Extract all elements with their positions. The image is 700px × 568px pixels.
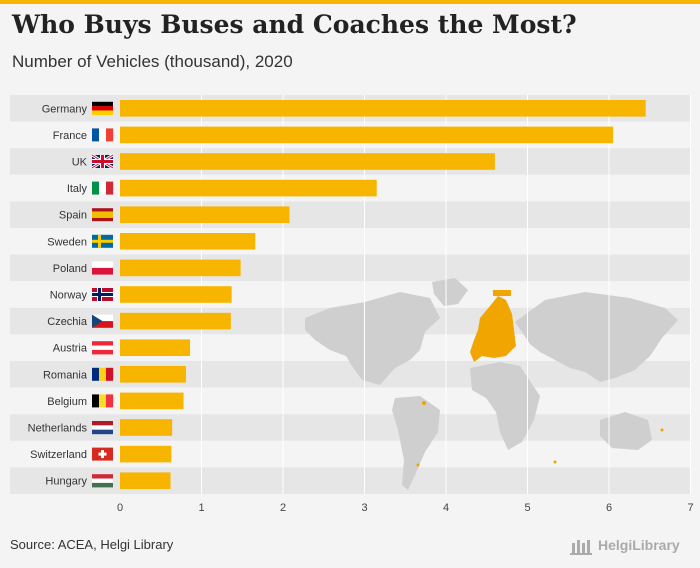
flag-austria-icon (92, 341, 113, 355)
flag-belgium-icon (92, 394, 114, 408)
bar (120, 100, 646, 117)
x-tick-label: 5 (524, 502, 530, 514)
africa-shape (470, 362, 540, 450)
category-label: Norway (50, 290, 88, 302)
x-tick-label: 6 (606, 502, 612, 514)
bar (120, 339, 191, 356)
bar (120, 392, 184, 410)
flag-poland-icon (92, 261, 113, 275)
flag-norway-icon (92, 288, 113, 301)
x-tick-label: 4 (443, 502, 449, 514)
x-tick-label: 3 (361, 502, 367, 514)
x-tick-label: 7 (687, 502, 693, 514)
svalbard-highlight-shape (493, 290, 511, 296)
category-label: Austria (53, 343, 88, 355)
x-tick-label: 2 (280, 502, 286, 514)
category-label: UK (72, 157, 88, 169)
bar (120, 233, 256, 250)
flag-romania-icon (92, 367, 114, 381)
category-label: Switzerland (30, 449, 87, 461)
greenland-shape (432, 278, 468, 306)
bar (120, 419, 173, 436)
flag-netherlands-icon (92, 421, 113, 435)
category-label: Romania (43, 369, 88, 381)
flag-hungary-icon (92, 474, 113, 488)
bar (120, 472, 171, 489)
category-label: France (53, 130, 87, 142)
chart-subtitle: Number of Vehicles (thousand), 2020 (12, 52, 293, 71)
library-icon (570, 540, 592, 555)
flag-germany-icon (92, 101, 113, 115)
bar (120, 312, 231, 330)
europe-highlight-shape (470, 296, 516, 362)
flag-sweden-icon (92, 234, 113, 248)
category-label: Poland (53, 263, 87, 275)
bar (120, 126, 614, 144)
flag-spain-icon (92, 208, 113, 222)
bar (120, 366, 187, 383)
flag-italy-icon (92, 181, 114, 195)
island-highlight-dot (416, 463, 420, 467)
helgi-library-logo: HelgiLibrary (570, 535, 692, 555)
x-tick-label: 1 (198, 502, 204, 514)
category-label: Hungary (45, 476, 87, 488)
asia-shape (515, 292, 678, 382)
flag-uk-icon (91, 153, 114, 170)
bar (120, 153, 495, 170)
category-label: Netherlands (28, 423, 88, 435)
category-label: Belgium (47, 396, 87, 408)
bar (120, 445, 172, 463)
bar (120, 286, 232, 303)
chart-title: Who Buys Buses and Coaches the Most? (12, 10, 577, 39)
guiana-highlight-dot (422, 401, 426, 405)
category-label: Czechia (47, 316, 88, 328)
accent-bar (0, 0, 700, 4)
category-label: Italy (67, 183, 88, 195)
south-america-shape (392, 396, 440, 490)
flag-france-icon (92, 128, 114, 142)
category-label: Germany (42, 103, 88, 115)
category-label: Spain (59, 210, 87, 222)
bar (120, 206, 290, 223)
australia-shape (600, 412, 652, 450)
bar (120, 179, 377, 197)
island-highlight-dot (553, 460, 557, 464)
north-america-shape (305, 292, 440, 385)
category-label: Sweden (47, 236, 87, 248)
source-note: Source: ACEA, Helgi Library (10, 537, 174, 552)
brand-name: HelgiLibrary (598, 537, 680, 553)
island-highlight-dot (660, 428, 664, 432)
flag-czechia-icon (92, 314, 113, 328)
bar (120, 259, 241, 277)
x-tick-label: 0 (117, 502, 123, 514)
flag-switzerland-icon (92, 447, 113, 461)
